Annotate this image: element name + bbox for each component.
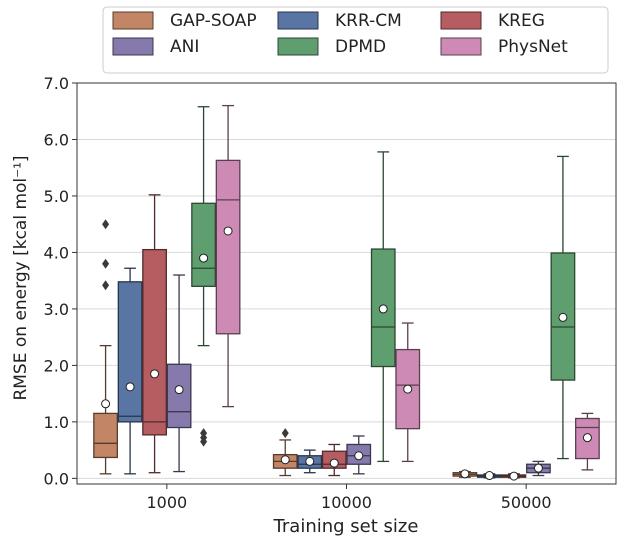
y-tick-label: 0.0: [44, 469, 69, 488]
box-plot-dpmd-10000: [370, 151, 396, 463]
legend-item-gap-soap: GAP-SOAP: [112, 11, 257, 31]
legend-label: GAP-SOAP: [170, 11, 257, 31]
mean-marker: [223, 226, 233, 236]
box-iqr: [191, 202, 216, 287]
legend-frame: [102, 6, 609, 74]
outlier-point: [102, 219, 110, 230]
outlier-point: [281, 428, 289, 439]
y-tick-label: 7.0: [44, 74, 69, 93]
box-plot-krr-cm-1000: [117, 267, 143, 475]
legend-label: ANI: [170, 37, 199, 57]
legend-swatch: [440, 37, 482, 56]
mean-marker: [150, 369, 160, 379]
box-plot-physnet-50000: [575, 412, 600, 471]
box-plot-physnet-10000: [395, 322, 421, 463]
mean-marker: [378, 304, 388, 314]
mean-marker: [582, 433, 592, 443]
mean-marker: [305, 456, 315, 466]
mean-marker: [403, 384, 413, 394]
outlier-point: [102, 258, 110, 269]
x-axis-ticks: 1000 10000 50000: [146, 484, 552, 512]
mean-marker: [533, 463, 543, 473]
legend-label: DPMD: [335, 37, 386, 57]
legend-item-physnet: PhysNet: [440, 37, 568, 57]
y-tick-label: 1.0: [44, 413, 69, 432]
box-plot-dpmd-1000: [191, 106, 216, 447]
legend: GAP-SOAP KRR-CM KREG ANI DPMD PhysNet: [102, 6, 609, 74]
box-iqr: [117, 281, 143, 423]
box-iqr: [166, 363, 192, 429]
y-tick-label: 6.0: [44, 130, 69, 149]
box-series: [93, 104, 600, 481]
legend-swatch: [112, 11, 154, 30]
box-plot-kreg-1000: [142, 194, 167, 474]
x-tick-label: 50000: [501, 493, 552, 512]
box-plot-physnet-1000: [215, 104, 241, 408]
mean-marker: [280, 455, 290, 465]
legend-item-krr-cm: KRR-CM: [277, 11, 402, 31]
y-tick-label: 2.0: [44, 356, 69, 375]
box-plot-gap-soap-1000: [93, 219, 118, 475]
y-tick-label: 3.0: [44, 300, 69, 319]
box-plot-dpmd-50000: [550, 155, 576, 460]
mean-marker: [174, 385, 184, 395]
x-tick-label: 1000: [146, 493, 187, 512]
box-plot-gap-soap-10000: [272, 428, 298, 477]
x-tick-label: 10000: [321, 493, 372, 512]
legend-item-dpmd: DPMD: [277, 37, 386, 57]
y-axis-label: RMSE on energy [kcal mol⁻¹]: [11, 155, 31, 400]
y-tick-label: 4.0: [44, 243, 69, 262]
mean-marker: [509, 471, 519, 481]
mean-marker: [101, 399, 111, 409]
legend-item-kreg: KREG: [440, 11, 545, 31]
legend-swatch: [440, 11, 482, 30]
outlier-point: [102, 280, 110, 291]
mean-marker: [125, 382, 135, 392]
mean-marker: [460, 469, 470, 479]
mean-marker: [354, 451, 364, 461]
box-iqr: [215, 159, 241, 335]
mean-marker: [199, 253, 209, 263]
outlier-point: [200, 428, 208, 439]
box-iqr: [93, 412, 118, 459]
box-plot-krr-cm-10000: [297, 449, 323, 474]
box-plot-ani-50000: [526, 460, 551, 477]
legend-swatch: [112, 37, 154, 56]
y-axis-ticks: 0.0 1.0 2.0 3.0 4.0 5.0 6.0 7.0: [44, 74, 77, 488]
mean-marker: [329, 458, 339, 468]
box-plot-ani-1000: [166, 274, 192, 473]
legend-swatch: [277, 11, 319, 30]
box-plot-gap-soap-50000: [452, 469, 478, 479]
x-axis-label: Training set size: [273, 516, 419, 537]
mean-marker: [558, 312, 568, 322]
legend-label: KREG: [498, 11, 545, 31]
mean-marker: [484, 471, 494, 481]
y-tick-label: 5.0: [44, 187, 69, 206]
box-plot-krr-cm-50000: [477, 471, 502, 481]
legend-swatch: [277, 37, 319, 56]
box-plot-ani-10000: [346, 435, 372, 475]
box-plot-kreg-50000: [501, 471, 527, 481]
legend-item-ani: ANI: [112, 37, 199, 57]
legend-label: KRR-CM: [335, 11, 402, 31]
box-iqr: [142, 248, 167, 436]
box-plot-kreg-10000: [321, 443, 347, 477]
legend-label: PhysNet: [498, 37, 568, 57]
